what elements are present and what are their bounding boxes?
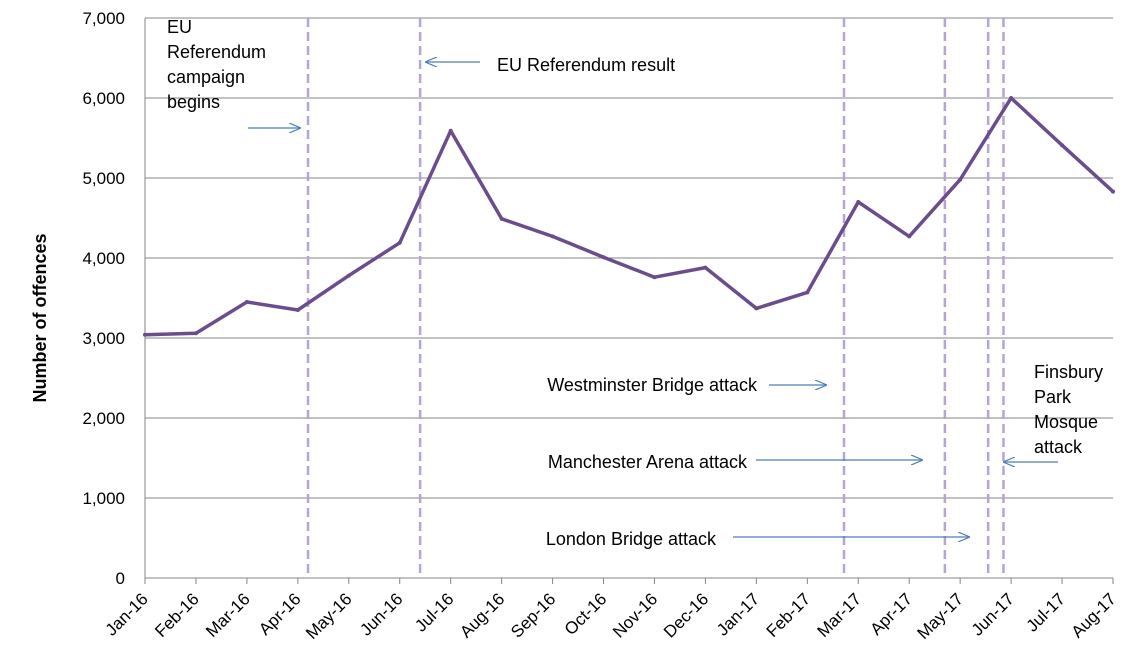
data-point bbox=[244, 300, 249, 304]
y-tick-label: 6,000 bbox=[82, 89, 125, 108]
data-point bbox=[703, 265, 708, 270]
event-annotation-label: London Bridge attack bbox=[546, 529, 717, 549]
y-axis-label: Number of offences bbox=[30, 233, 50, 402]
event-annotation-label: Mosque bbox=[1034, 412, 1098, 432]
x-tick-label: Mar-16 bbox=[202, 589, 254, 641]
x-tick-label: Feb-17 bbox=[763, 589, 815, 641]
data-point bbox=[805, 290, 810, 295]
event-annotation-label: campaign bbox=[167, 67, 245, 87]
x-tick-label: Jul-17 bbox=[1023, 589, 1069, 635]
data-point bbox=[652, 275, 657, 280]
x-tick-label: Mar-17 bbox=[814, 589, 866, 641]
y-tick-label: 3,000 bbox=[82, 329, 125, 348]
event-annotation-label: Finsbury bbox=[1034, 362, 1103, 382]
y-tick-label: 4,000 bbox=[82, 249, 125, 268]
data-point bbox=[907, 234, 912, 239]
x-tick-label: Apr-17 bbox=[867, 589, 917, 639]
event-annotation-label: EU Referendum result bbox=[497, 55, 675, 75]
event-annotation-label: begins bbox=[167, 92, 220, 112]
data-point bbox=[397, 240, 402, 245]
data-point bbox=[1060, 143, 1065, 148]
x-tick-label: Jan-17 bbox=[713, 589, 763, 639]
x-tick-label: Jun-17 bbox=[968, 589, 1018, 639]
data-point bbox=[346, 273, 351, 278]
x-tick-label: Aug-16 bbox=[456, 589, 508, 641]
y-tick-label: 0 bbox=[116, 569, 125, 588]
data-point bbox=[958, 177, 963, 182]
event-annotation-label: Referendum bbox=[167, 42, 266, 62]
y-tick-label: 7,000 bbox=[82, 9, 125, 28]
data-point bbox=[295, 308, 300, 312]
x-tick-label: Dec-16 bbox=[660, 589, 712, 641]
data-point bbox=[143, 332, 147, 337]
series-line bbox=[144, 96, 1115, 337]
event-annotation-label: Park bbox=[1034, 387, 1072, 407]
data-point bbox=[550, 234, 555, 239]
data-point bbox=[754, 306, 759, 311]
data-point bbox=[1111, 189, 1115, 194]
x-tick-label: May-17 bbox=[913, 589, 967, 643]
x-tick-label: Jan-16 bbox=[102, 589, 152, 639]
x-tick-label: Sep-16 bbox=[507, 589, 559, 641]
x-tick-label: Jul-16 bbox=[411, 589, 457, 635]
x-tick-label: Oct-16 bbox=[561, 589, 611, 639]
event-annotation-label: EU bbox=[167, 17, 192, 37]
x-tick-label: Apr-16 bbox=[255, 589, 305, 639]
event-annotation-label: Westminster Bridge attack bbox=[547, 375, 758, 395]
data-point bbox=[499, 216, 504, 221]
data-point bbox=[1009, 96, 1014, 100]
data-point bbox=[448, 128, 453, 133]
event-annotation-label: attack bbox=[1034, 437, 1083, 457]
event-annotation-label: Manchester Arena attack bbox=[548, 452, 748, 472]
x-tick-label: Nov-16 bbox=[609, 589, 661, 641]
y-tick-label: 2,000 bbox=[82, 409, 125, 428]
y-tick-label: 1,000 bbox=[82, 489, 125, 508]
y-tick-label: 5,000 bbox=[82, 169, 125, 188]
x-tick-label: May-16 bbox=[302, 589, 356, 643]
data-point bbox=[193, 331, 198, 336]
x-tick-label: Feb-16 bbox=[151, 589, 203, 641]
data-point bbox=[601, 255, 606, 260]
data-point bbox=[856, 200, 861, 204]
x-tick-label: Jun-16 bbox=[356, 589, 406, 639]
x-tick-label: Aug-17 bbox=[1068, 589, 1120, 641]
